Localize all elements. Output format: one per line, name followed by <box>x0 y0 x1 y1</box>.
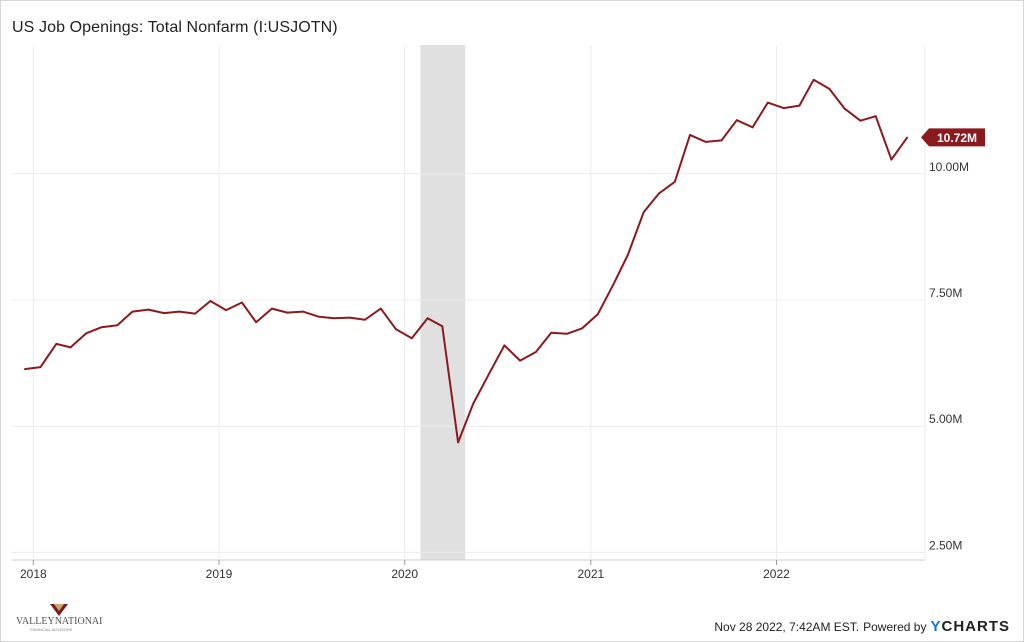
x-tick-label: 2022 <box>763 567 790 581</box>
data-point <box>798 104 801 107</box>
data-point <box>843 107 846 110</box>
data-point <box>209 300 212 302</box>
data-point <box>472 402 475 405</box>
data-point <box>550 331 552 334</box>
y-tick-label: 7.50M <box>929 286 962 300</box>
data-point <box>673 181 676 183</box>
data-point <box>767 101 769 104</box>
ycharts-logo[interactable]: YCHARTS <box>930 618 1010 635</box>
data-point <box>85 332 88 335</box>
data-point <box>828 88 831 90</box>
data-point <box>441 325 444 328</box>
data-point <box>812 79 815 81</box>
last-value-badge <box>921 128 985 147</box>
valley-national-logo: VALLEYNATIONAL FINANCIAL ADVISORS <box>16 602 105 632</box>
data-point <box>597 313 599 315</box>
series-line <box>24 78 909 444</box>
data-point <box>23 368 26 370</box>
y-tick-label: 5.00M <box>929 412 962 426</box>
data-point <box>906 136 908 139</box>
data-point-group <box>23 79 908 444</box>
timestamp: Nov 28 2022, 7:42AM EST. <box>714 619 860 634</box>
data-point <box>69 346 72 349</box>
data-point <box>859 119 862 122</box>
footer: Nov 28 2022, 7:42AM EST. Powered by YCHA… <box>714 618 1010 635</box>
data-point <box>286 311 288 314</box>
data-point <box>348 316 351 319</box>
data-point <box>751 126 754 129</box>
ycharts-y: Y <box>930 618 942 635</box>
data-point <box>627 253 629 256</box>
data-point <box>535 351 537 353</box>
powered-by-text: Powered by <box>863 619 927 634</box>
data-point <box>658 192 660 195</box>
x-tick-label: 2021 <box>577 567 604 581</box>
data-point <box>488 372 490 375</box>
data-point <box>178 310 181 313</box>
data-point <box>55 343 58 345</box>
data-point <box>890 158 893 161</box>
x-tick-label: 2020 <box>391 567 418 581</box>
data-point <box>689 134 691 136</box>
data-point <box>720 139 723 142</box>
last-value-label: 10.72M <box>937 131 977 145</box>
data-point <box>194 312 196 315</box>
data-point <box>163 312 165 314</box>
logo-text: VALLEYNATIONAL <box>16 616 102 627</box>
data-point <box>317 315 319 318</box>
chart-title: US Job Openings: Total Nonfarm (I:USJOTN… <box>12 19 338 36</box>
x-tick-label: 2019 <box>206 567 233 581</box>
data-point <box>271 307 273 310</box>
data-point <box>426 317 429 319</box>
grid-group <box>12 45 926 561</box>
data-point <box>736 119 738 122</box>
ycharts-rest: CHARTS <box>941 618 1010 635</box>
data-point <box>39 366 42 368</box>
data-point <box>874 115 877 117</box>
x-tick-group: 2018 2019 2020 2021 2022 <box>20 560 790 581</box>
data-point <box>503 344 506 347</box>
data-point <box>131 310 134 313</box>
data-point <box>302 310 304 313</box>
x-tick-label: 2018 <box>20 567 47 581</box>
recession-band <box>420 45 466 560</box>
y-tick-label: 2.50M <box>929 538 962 552</box>
data-point <box>704 141 707 143</box>
data-point <box>566 333 568 335</box>
data-point <box>116 324 119 327</box>
data-point <box>410 337 413 340</box>
data-point <box>364 318 366 321</box>
data-point <box>519 359 521 362</box>
data-point <box>395 328 397 331</box>
data-point <box>612 283 615 285</box>
logo-subtext: FINANCIAL ADVISORS <box>30 627 73 632</box>
data-point <box>379 307 382 310</box>
data-point <box>581 327 583 330</box>
y-tick-label: 10.00M <box>929 160 969 174</box>
data-point <box>333 317 335 319</box>
data-point <box>241 301 243 304</box>
data-point <box>642 211 645 213</box>
last-value-label-group: 10.72M <box>921 128 985 147</box>
data-point <box>457 441 459 444</box>
data-point <box>100 326 103 329</box>
data-point <box>225 309 227 311</box>
y-tick-group: 2.50M 5.00M 7.50M 10.00M <box>929 160 969 553</box>
data-point <box>255 321 257 323</box>
data-point <box>782 107 785 109</box>
data-point <box>147 308 150 311</box>
recession-band-group <box>420 45 466 560</box>
